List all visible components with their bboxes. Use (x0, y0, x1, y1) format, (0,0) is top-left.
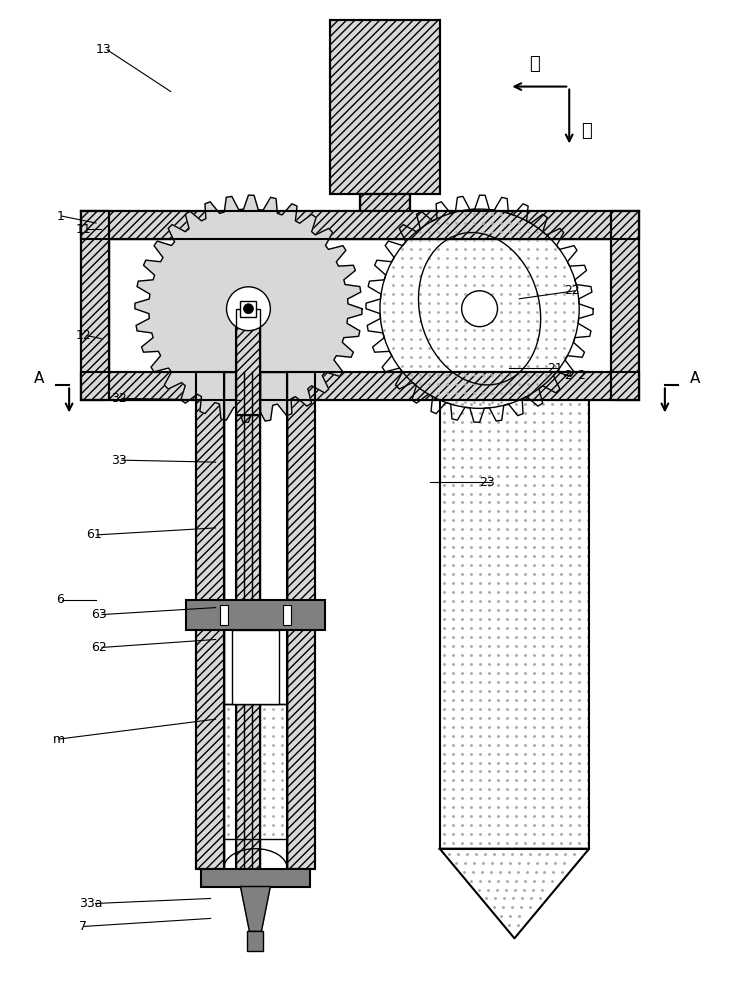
Text: 32: 32 (111, 392, 127, 405)
Text: 33a: 33a (79, 897, 103, 910)
Text: 11: 11 (76, 223, 92, 236)
Text: 23: 23 (479, 476, 495, 489)
Bar (224, 372, 287, 704)
Bar (200, 869, 310, 887)
Circle shape (149, 209, 348, 408)
Bar (360, 194, 410, 229)
Circle shape (462, 291, 498, 327)
Text: 7: 7 (79, 920, 87, 933)
Bar (81, 372, 639, 400)
Text: 2: 2 (577, 369, 585, 382)
Bar (236, 372, 261, 869)
Bar (611, 211, 639, 400)
Text: A: A (34, 371, 45, 386)
Text: 62: 62 (91, 641, 107, 654)
Bar (81, 211, 109, 400)
Circle shape (227, 287, 270, 331)
Bar (149, 209, 348, 408)
Polygon shape (440, 849, 589, 938)
Bar (81, 211, 639, 239)
Bar (219, 605, 228, 625)
Bar (236, 372, 261, 869)
Bar (330, 20, 440, 194)
Circle shape (149, 209, 348, 408)
Text: m: m (53, 733, 65, 746)
Text: 33: 33 (111, 454, 127, 467)
Text: 左: 左 (529, 55, 539, 73)
Bar (283, 605, 291, 625)
Bar (287, 372, 315, 869)
Text: 2: 2 (564, 369, 572, 382)
Bar (247, 931, 264, 951)
Bar (109, 239, 611, 372)
Bar (224, 704, 287, 839)
Bar (186, 600, 325, 630)
Text: 21: 21 (548, 362, 563, 375)
Text: 1: 1 (57, 210, 64, 223)
Text: 61: 61 (86, 528, 102, 541)
Text: 13: 13 (96, 43, 112, 56)
Bar (231, 630, 280, 704)
Text: A: A (689, 371, 700, 386)
Bar (360, 194, 410, 229)
Circle shape (244, 304, 253, 314)
Text: 12: 12 (76, 329, 92, 342)
Bar (287, 372, 315, 869)
Bar (81, 211, 639, 239)
Text: 63: 63 (91, 608, 107, 621)
Bar (81, 372, 639, 400)
Bar (196, 372, 224, 869)
Polygon shape (135, 195, 362, 422)
Bar (224, 372, 287, 869)
Text: 22: 22 (564, 284, 580, 297)
Bar (236, 309, 261, 415)
Bar (611, 211, 639, 400)
Text: 6: 6 (57, 593, 64, 606)
Text: 下: 下 (581, 122, 592, 140)
Bar (330, 20, 440, 194)
Bar (236, 309, 261, 415)
Bar (196, 372, 224, 869)
Bar (241, 301, 256, 317)
Bar (81, 211, 109, 400)
Bar (440, 372, 589, 849)
Polygon shape (241, 887, 270, 931)
